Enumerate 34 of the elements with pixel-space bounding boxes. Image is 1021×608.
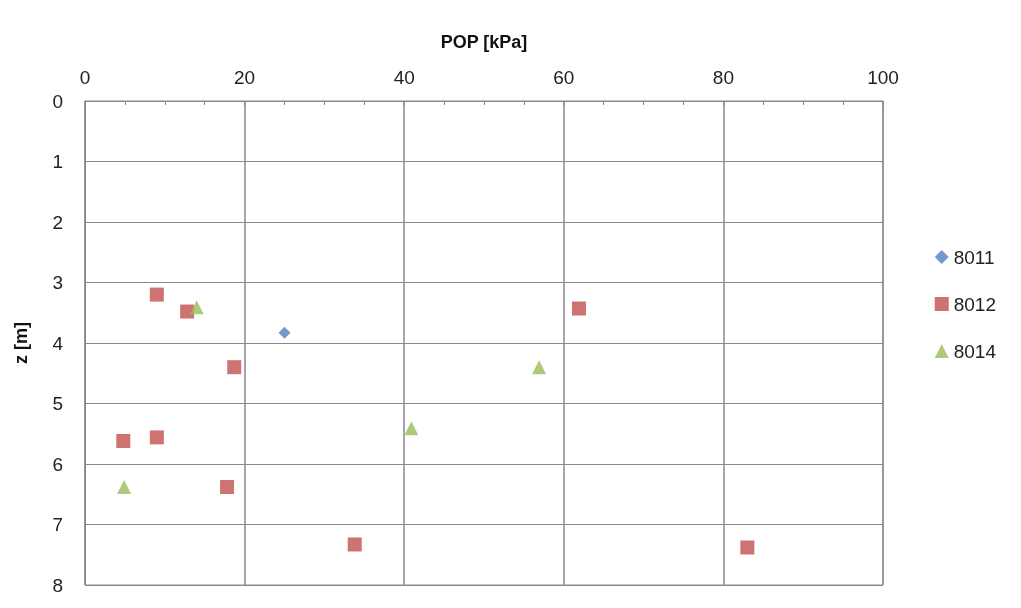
y-tick-label: 0 [52, 90, 63, 112]
point [404, 421, 419, 436]
y-tick-label: 3 [52, 272, 63, 293]
x-tick-label: 100 [867, 67, 899, 88]
point [149, 287, 164, 302]
point [740, 540, 755, 555]
x-tick-label: 20 [234, 67, 256, 88]
x-tick-label: 0 [79, 67, 91, 88]
x-tick-label: 60 [553, 67, 575, 88]
point [116, 434, 131, 449]
legend-label: 8012 [953, 293, 997, 315]
y-tick-label: 4 [52, 332, 64, 354]
y-tick-label: 2 [52, 211, 63, 233]
point [117, 479, 132, 494]
point [571, 301, 586, 316]
y-tick-label: 6 [52, 453, 63, 475]
point [347, 537, 362, 552]
y-tick-label: 8 [52, 574, 63, 596]
legend-label: 8011 [953, 246, 995, 268]
y-axis-title: z [m] [11, 322, 31, 364]
point [149, 430, 164, 445]
y-tick-label: 7 [52, 514, 63, 535]
point [532, 360, 547, 375]
point [227, 360, 242, 375]
point [220, 479, 235, 494]
legend-label: 8014 [953, 340, 997, 362]
x-tick-label: 40 [393, 67, 415, 88]
point [278, 326, 291, 339]
y-tick-label: 5 [52, 393, 63, 414]
point [180, 304, 195, 319]
point [189, 300, 204, 315]
x-tick-label: 80 [712, 67, 734, 88]
y-tick-label: 1 [52, 151, 63, 172]
x-axis-title: POP [kPa] [440, 32, 528, 52]
